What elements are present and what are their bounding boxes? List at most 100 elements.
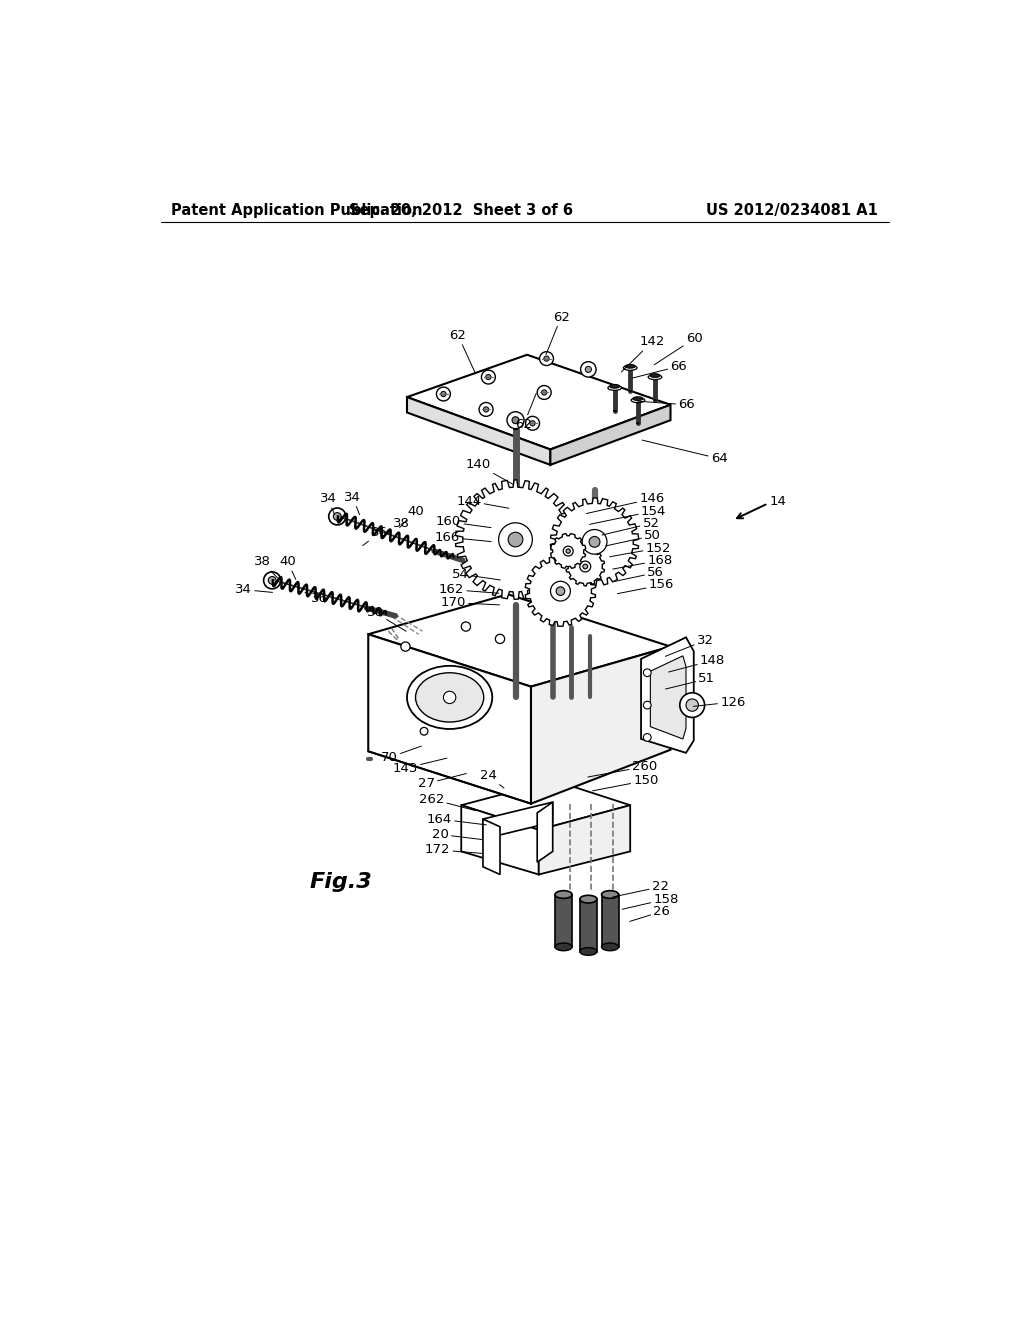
Circle shape: [529, 421, 536, 426]
Circle shape: [556, 587, 565, 595]
Text: 40: 40: [280, 556, 296, 579]
Ellipse shape: [416, 673, 483, 722]
Text: 62: 62: [546, 310, 569, 355]
Bar: [580, 899, 597, 952]
Text: 30: 30: [367, 606, 407, 631]
Circle shape: [481, 370, 496, 384]
Circle shape: [525, 416, 540, 430]
Text: 66: 66: [633, 360, 687, 378]
Ellipse shape: [648, 375, 662, 380]
Text: 158: 158: [622, 892, 679, 909]
Text: 64: 64: [642, 440, 727, 465]
Text: 162: 162: [439, 583, 499, 597]
Circle shape: [581, 362, 596, 378]
Text: 66: 66: [638, 399, 695, 412]
Circle shape: [551, 581, 570, 601]
Circle shape: [643, 734, 651, 742]
Text: 38: 38: [383, 517, 410, 537]
Text: A: A: [568, 512, 578, 525]
Polygon shape: [407, 355, 671, 449]
Circle shape: [512, 417, 519, 424]
Circle shape: [479, 403, 493, 416]
Polygon shape: [461, 780, 630, 830]
Polygon shape: [483, 803, 553, 840]
Polygon shape: [483, 818, 500, 874]
Circle shape: [485, 375, 492, 380]
Text: 62: 62: [515, 393, 537, 430]
Circle shape: [686, 700, 698, 711]
Circle shape: [583, 529, 607, 554]
Polygon shape: [538, 803, 553, 862]
Text: 36: 36: [305, 593, 328, 606]
Ellipse shape: [609, 384, 620, 388]
Text: 170: 170: [440, 597, 500, 610]
Polygon shape: [641, 638, 693, 752]
Text: 52: 52: [602, 517, 659, 535]
Circle shape: [680, 693, 705, 718]
Text: 154: 154: [590, 504, 667, 524]
Text: 50: 50: [606, 529, 662, 546]
Text: 172: 172: [425, 843, 483, 857]
Bar: [601, 895, 618, 946]
Text: 60: 60: [654, 333, 702, 364]
Polygon shape: [461, 805, 539, 874]
Polygon shape: [531, 647, 671, 804]
Ellipse shape: [407, 665, 493, 729]
Ellipse shape: [580, 895, 597, 903]
Circle shape: [583, 564, 588, 569]
Circle shape: [334, 512, 341, 520]
Circle shape: [263, 572, 281, 589]
Text: 144: 144: [456, 495, 509, 508]
Polygon shape: [650, 656, 686, 739]
Circle shape: [542, 389, 547, 395]
Circle shape: [566, 549, 570, 553]
Text: 24: 24: [480, 770, 504, 788]
Circle shape: [586, 367, 592, 372]
Text: 36: 36: [362, 527, 388, 545]
Text: 22: 22: [612, 880, 669, 898]
Ellipse shape: [650, 374, 659, 378]
Ellipse shape: [511, 487, 520, 491]
Text: 56: 56: [615, 566, 665, 581]
Circle shape: [643, 701, 651, 709]
Text: 34: 34: [236, 583, 272, 597]
Circle shape: [440, 392, 446, 396]
Text: 34: 34: [344, 491, 361, 515]
Polygon shape: [369, 635, 531, 804]
Ellipse shape: [624, 366, 637, 371]
Text: 152: 152: [609, 541, 671, 557]
Circle shape: [483, 407, 488, 412]
Ellipse shape: [555, 942, 572, 950]
Ellipse shape: [626, 364, 635, 368]
Bar: [555, 895, 572, 946]
Circle shape: [329, 508, 346, 525]
Text: 27: 27: [418, 774, 466, 791]
Text: 150: 150: [593, 774, 658, 791]
Text: 148: 148: [669, 653, 725, 672]
Circle shape: [496, 635, 505, 644]
Text: 70: 70: [381, 746, 422, 764]
Text: 262: 262: [419, 792, 475, 810]
Polygon shape: [551, 498, 639, 586]
Polygon shape: [551, 533, 586, 569]
Ellipse shape: [633, 397, 643, 400]
Text: 126: 126: [693, 696, 745, 709]
Text: 143: 143: [392, 758, 446, 775]
Text: 168: 168: [612, 554, 673, 569]
Text: 142: 142: [622, 335, 665, 372]
Polygon shape: [550, 405, 671, 465]
Text: 34: 34: [319, 492, 337, 515]
Text: 14: 14: [770, 495, 786, 508]
Text: 140: 140: [466, 458, 513, 484]
Polygon shape: [525, 556, 596, 626]
Text: 260: 260: [588, 760, 657, 777]
Ellipse shape: [555, 891, 572, 899]
Circle shape: [544, 356, 549, 362]
Text: 38: 38: [254, 556, 278, 578]
Text: 20: 20: [432, 828, 481, 841]
Circle shape: [508, 532, 523, 546]
Circle shape: [538, 385, 551, 400]
Circle shape: [499, 523, 532, 556]
Text: 160: 160: [436, 515, 492, 528]
Circle shape: [400, 642, 410, 651]
